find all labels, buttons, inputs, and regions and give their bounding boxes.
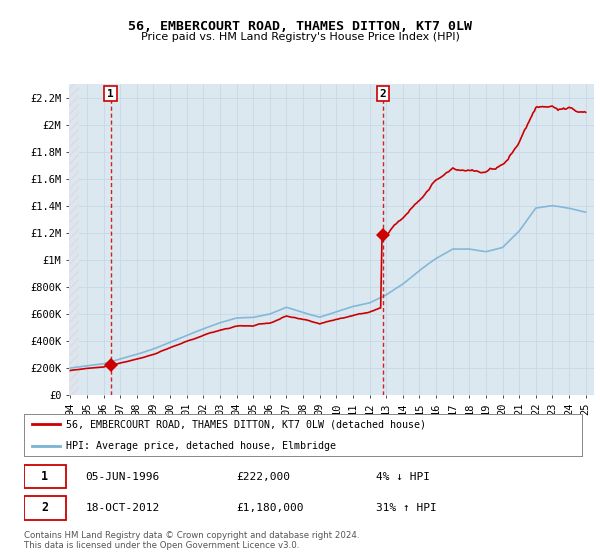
Text: 4% ↓ HPI: 4% ↓ HPI xyxy=(376,472,430,482)
Text: £1,180,000: £1,180,000 xyxy=(236,503,304,513)
Bar xyxy=(69,84,79,395)
FancyBboxPatch shape xyxy=(24,465,66,488)
Text: 31% ↑ HPI: 31% ↑ HPI xyxy=(376,503,436,513)
Text: Contains HM Land Registry data © Crown copyright and database right 2024.
This d: Contains HM Land Registry data © Crown c… xyxy=(24,531,359,550)
Text: 2: 2 xyxy=(379,88,386,99)
Bar xyxy=(69,84,79,395)
Text: HPI: Average price, detached house, Elmbridge: HPI: Average price, detached house, Elmb… xyxy=(66,441,336,451)
Text: 2: 2 xyxy=(41,501,49,515)
Text: 1: 1 xyxy=(107,88,114,99)
Bar xyxy=(69,84,79,395)
FancyBboxPatch shape xyxy=(24,496,66,520)
Text: 1: 1 xyxy=(41,470,49,483)
Text: 18-OCT-2012: 18-OCT-2012 xyxy=(85,503,160,513)
Text: 05-JUN-1996: 05-JUN-1996 xyxy=(85,472,160,482)
Text: £222,000: £222,000 xyxy=(236,472,290,482)
Text: 56, EMBERCOURT ROAD, THAMES DITTON, KT7 0LW (detached house): 56, EMBERCOURT ROAD, THAMES DITTON, KT7 … xyxy=(66,419,426,430)
Text: Price paid vs. HM Land Registry's House Price Index (HPI): Price paid vs. HM Land Registry's House … xyxy=(140,32,460,43)
Text: 56, EMBERCOURT ROAD, THAMES DITTON, KT7 0LW: 56, EMBERCOURT ROAD, THAMES DITTON, KT7 … xyxy=(128,20,472,32)
